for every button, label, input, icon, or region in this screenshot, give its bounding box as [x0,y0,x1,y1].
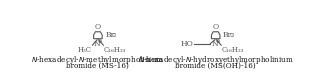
Text: N: N [94,40,100,48]
Text: O: O [213,23,219,31]
Text: N: N [212,40,218,48]
Text: H₃C: H₃C [78,46,92,54]
Text: HO: HO [180,40,193,48]
Text: C₁₆H₃₃: C₁₆H₃₃ [222,46,244,54]
Text: bromide (MS-16): bromide (MS-16) [66,62,129,70]
Text: ⊙: ⊙ [229,32,234,38]
Text: $\mathit{N}$-hexadecyl-$\mathit{N}$-methylmorpholinium: $\mathit{N}$-hexadecyl-$\mathit{N}$-meth… [31,54,165,66]
Text: ⊕: ⊕ [97,39,102,44]
Text: ⊙: ⊙ [111,32,116,38]
Text: $\mathit{N}$-hexadecyl-$\mathit{N}$-hydroxyethylmorpholinium: $\mathit{N}$-hexadecyl-$\mathit{N}$-hydr… [138,54,294,66]
Text: O: O [95,23,101,31]
Text: Br: Br [223,31,232,39]
Text: Br: Br [105,31,115,39]
Text: bromide (MS(OH)-16): bromide (MS(OH)-16) [175,62,256,70]
Text: C₁₆H₃₃: C₁₆H₃₃ [104,46,126,54]
Text: ⊕: ⊕ [215,39,219,44]
